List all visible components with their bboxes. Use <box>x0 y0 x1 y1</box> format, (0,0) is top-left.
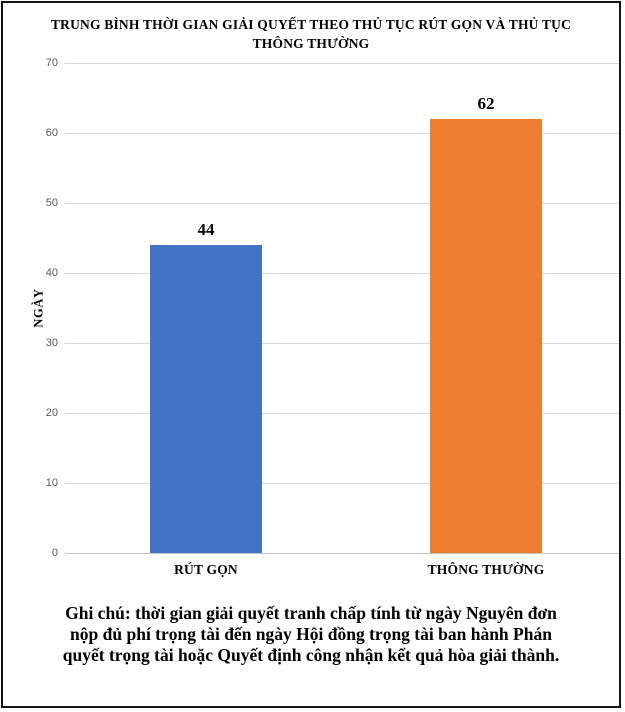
footnote-line-3: quyết trọng tài hoặc Quyết định công nhậ… <box>62 645 560 665</box>
y-axis-title: NGÀY <box>31 288 46 328</box>
y-tick-label: 50 <box>45 197 58 209</box>
gridline <box>65 483 619 484</box>
plot-area: 44 62 RÚT GỌN THÔNG THƯỜNG 0 10 20 30 40 50 60… <box>46 57 619 577</box>
footnote-line-1: Ghi chú: thời gian giải quyết tranh chấp… <box>65 603 557 623</box>
y-tick-label: 0 <box>51 547 58 559</box>
footnote-line-2: nộp đủ phí trọng tài đến ngày Hội đồng t… <box>70 624 552 644</box>
gridline <box>65 133 619 134</box>
gridline <box>65 63 619 64</box>
bar-thong-thuong: 62 <box>430 94 542 553</box>
y-tick-label: 10 <box>45 477 58 489</box>
x-category-label-thong-thuong: THÔNG THƯỜNG <box>427 562 545 577</box>
y-tick-label: 20 <box>45 407 58 419</box>
footnote: Ghi chú: thời gian giải quyết tranh chấp… <box>23 603 599 666</box>
gridline <box>65 343 619 344</box>
chart-title-line-2: THÔNG THƯỜNG <box>252 36 370 51</box>
bar-value-label-thong-thuong: 62 <box>477 94 495 113</box>
gridline <box>65 413 619 414</box>
chart-title-line-1: TRUNG BÌNH THỜI GIAN GIẢI QUYẾT THEO THỦ… <box>50 17 572 32</box>
bar-value-label-rut-gon: 44 <box>197 220 215 239</box>
y-tick-label: 70 <box>45 57 58 69</box>
gridline <box>65 273 619 274</box>
y-tick-label: 60 <box>45 127 58 139</box>
x-category-label-rut-gon: RÚT GỌN <box>174 562 238 577</box>
y-tick-label: 30 <box>45 337 58 349</box>
y-tick-label: 40 <box>45 267 58 279</box>
x-axis-line <box>65 553 619 554</box>
chart-title: TRUNG BÌNH THỜI GIAN GIẢI QUYẾT THEO THỦ… <box>3 15 619 53</box>
bar-rut-gon: 44 <box>150 220 262 553</box>
gridline <box>65 203 619 204</box>
